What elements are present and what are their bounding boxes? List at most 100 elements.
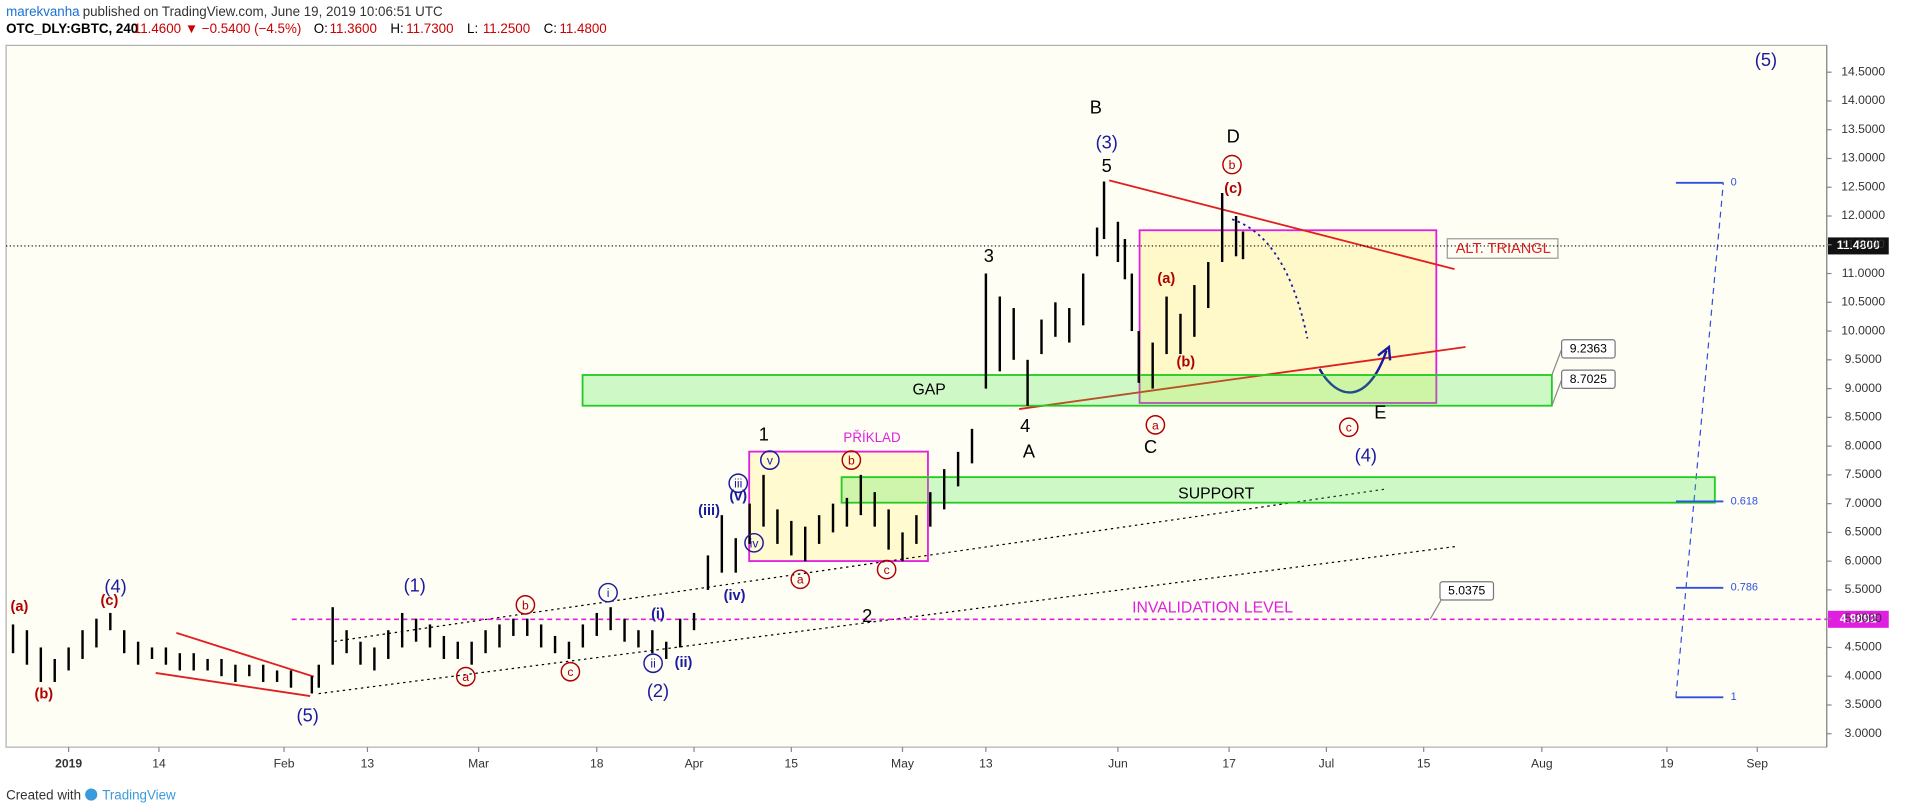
y-tick-label: 14.0000 — [1841, 93, 1885, 107]
example-box — [748, 450, 929, 562]
footer-brand[interactable]: TradingView — [102, 787, 176, 802]
wave-label: 3 — [984, 245, 994, 266]
wave-label: (a) — [1157, 271, 1175, 287]
x-tick-label: Jun — [1108, 756, 1128, 770]
ohlc: O: 11.3600 H: 11.7300 L: 11.2500 C: 11.4800 — [314, 21, 607, 36]
x-tick-label: 17 — [1222, 756, 1236, 770]
callout-line — [1551, 349, 1563, 376]
y-tick-label: 5.0000 — [1845, 611, 1882, 625]
wave-label: i — [607, 586, 610, 600]
x-tick-label: 15 — [785, 756, 799, 770]
wave-label: C — [1144, 436, 1157, 457]
y-tick-label: 9.0000 — [1845, 381, 1882, 395]
wave-label: (b) — [1176, 355, 1195, 371]
arrow-head — [1377, 344, 1392, 361]
wave-circle — [790, 569, 811, 590]
wave-label: (b) — [34, 687, 53, 703]
y-tick-label: 6.0000 — [1845, 553, 1882, 567]
callout-label: 8.7025 — [1570, 372, 1607, 386]
wave-label: c — [1346, 421, 1352, 435]
wave-label: 4 — [1020, 415, 1030, 436]
y-tick-label: 11.0000 — [1842, 266, 1885, 280]
example-label: PŘÍKLAD — [843, 430, 901, 445]
ohlc-key: C: — [544, 21, 557, 36]
logo — [85, 788, 98, 801]
wave-label: c — [884, 563, 890, 577]
y-tick-label: 3.0000 — [1845, 726, 1882, 740]
invalidation-tag — [1827, 610, 1889, 628]
trend-line — [334, 488, 1385, 642]
wave-circle — [760, 450, 780, 470]
y-tick-label: 10.0000 — [1841, 323, 1885, 337]
callout-line — [1429, 599, 1442, 620]
x-tick-label: Sep — [1746, 756, 1768, 770]
wave-label: c — [567, 665, 573, 679]
author[interactable]: marekvanha — [6, 4, 80, 19]
y-tick-label: 3.5000 — [1845, 697, 1882, 711]
wave-label: b — [1229, 158, 1236, 172]
symbol: OTC_DLY:GBTC, 240 — [6, 21, 138, 36]
fib-trend — [1675, 182, 1724, 698]
wave-circle — [455, 666, 476, 687]
ohlc-value: 11.3600 — [330, 21, 377, 36]
wedge-line — [155, 672, 311, 697]
projection-path — [1231, 218, 1309, 339]
change: ▼ −0.5400 (−4.5%) — [185, 21, 301, 36]
triangle-line — [1019, 346, 1466, 410]
wave-label: v — [767, 454, 774, 468]
ohlc-value: 11.2500 — [483, 21, 530, 36]
invalidation-price: 4.9892 — [1840, 612, 1877, 626]
trend-line — [318, 545, 1456, 695]
callout-box — [1560, 369, 1616, 389]
callout-label: 5.0375 — [1448, 584, 1485, 598]
last-price-tag — [1827, 237, 1889, 255]
published: published on TradingView.com, June 19, 2… — [83, 4, 443, 19]
wave-label: (ii) — [675, 655, 693, 671]
alt-triangle-label: ALT. TRIANGL — [1456, 241, 1551, 257]
triangle-line — [1108, 179, 1455, 271]
wave-label: (i) — [651, 606, 665, 622]
wave-label: iv — [750, 536, 760, 550]
ohlc-key: H: — [390, 21, 403, 36]
support-label: SUPPORT — [1178, 485, 1254, 502]
y-tick-label: 4.0000 — [1845, 668, 1882, 682]
wave-circle — [643, 653, 663, 674]
y-tick-label: 11.5000 — [1842, 237, 1885, 251]
wave-label: (v) — [729, 488, 747, 504]
y-tick-label: 13.5000 — [1841, 122, 1885, 136]
callout-box — [1560, 339, 1616, 359]
gap-label: GAP — [912, 382, 945, 399]
wave-circle — [841, 450, 862, 470]
wave-label: (1) — [404, 574, 426, 595]
ohlc-key: L: — [467, 21, 478, 36]
callout-label: 9.2363 — [1570, 342, 1607, 356]
y-tick-label: 4.5000 — [1845, 640, 1882, 654]
callout-box — [1439, 581, 1495, 601]
wave-circle — [1145, 414, 1166, 435]
wave-label: (iv) — [724, 588, 746, 604]
wave-label: ii — [650, 657, 655, 671]
wedge-line — [176, 631, 315, 678]
wave-label: (a) — [11, 599, 29, 615]
y-tick-label: 6.5000 — [1845, 525, 1882, 539]
y-tick-label: 12.0000 — [1841, 208, 1885, 222]
wave-circle — [728, 473, 749, 494]
wave-label: (c) — [101, 593, 119, 609]
x-tick-label: Mar — [468, 756, 489, 770]
x-tick-label: 2019 — [55, 756, 82, 770]
x-tick-label: 18 — [590, 756, 604, 770]
wave-label: 1 — [759, 424, 769, 445]
wave-label: a — [797, 573, 804, 587]
footer-created: Created with — [6, 787, 81, 802]
ohlc-key: O: — [314, 21, 328, 36]
last: 11.4600 — [134, 21, 181, 36]
x-tick-label: 13 — [361, 756, 375, 770]
fib-label: 0.618 — [1731, 495, 1758, 507]
x-tick-label: May — [891, 756, 915, 770]
wave-circle — [1222, 154, 1242, 175]
callout-line — [1551, 379, 1563, 406]
wave-label: (3) — [1096, 132, 1118, 153]
x-tick-label: 13 — [979, 756, 993, 770]
y-tick-label: 5.5000 — [1845, 582, 1882, 596]
